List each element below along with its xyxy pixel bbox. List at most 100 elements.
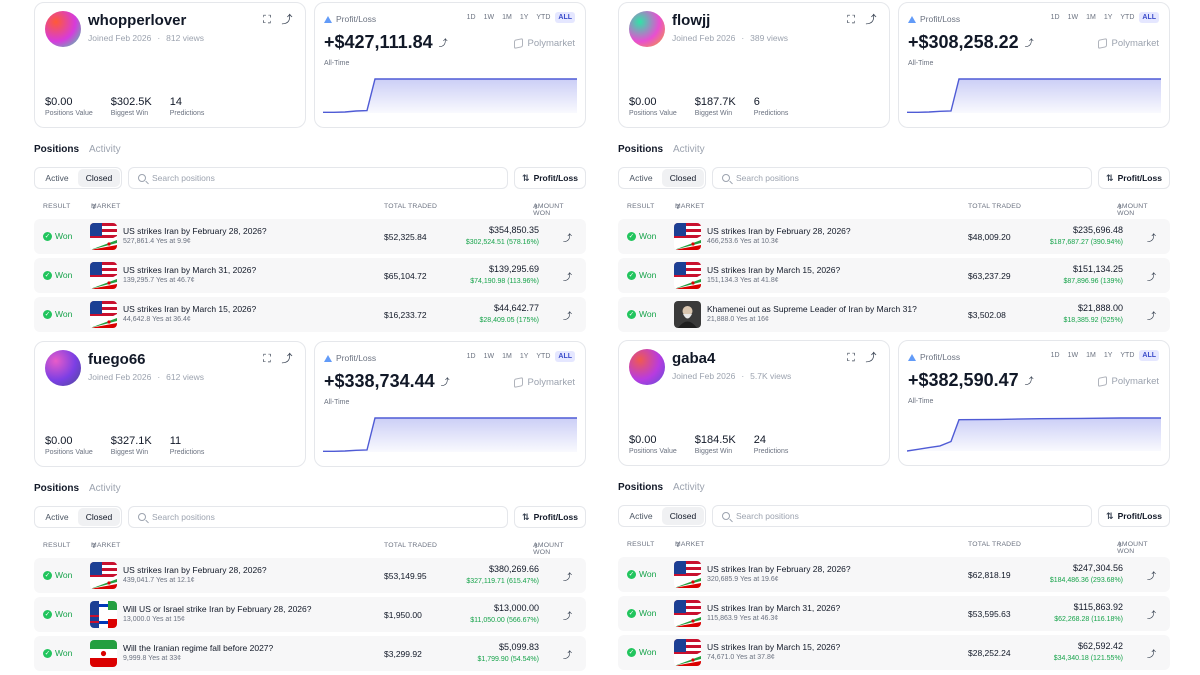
market-title[interactable]: US strikes Iran by February 28, 2026? (123, 565, 267, 575)
share-icon[interactable]: ⤴ (1146, 233, 1156, 243)
range-1d[interactable]: 1D (1050, 352, 1060, 359)
tab-positions[interactable]: Positions (618, 482, 664, 493)
table-row[interactable]: ✓ Won US strikes Iran by March 15, 2026? 44… (34, 297, 586, 332)
market-title[interactable]: Khamenei out as Supreme Leader of Iran b… (707, 304, 917, 314)
sort-button[interactable]: ⇅ Profit/Loss (514, 167, 586, 189)
range-1w[interactable]: 1W (483, 14, 495, 21)
share-icon[interactable]: ⤴ (440, 377, 450, 387)
expand-icon[interactable]: ⛶ (263, 353, 271, 365)
tab-activity[interactable]: Activity (673, 482, 705, 493)
range-1d[interactable]: 1D (1050, 14, 1060, 21)
market-title[interactable]: US strikes Iran by February 28, 2026? (707, 564, 851, 574)
range-1y[interactable]: 1Y (519, 14, 529, 21)
range-1d[interactable]: 1D (466, 353, 476, 360)
closed-button[interactable]: Closed (662, 507, 704, 525)
range-all[interactable]: ALL (555, 351, 575, 362)
share-icon[interactable]: ⤴ (865, 352, 877, 364)
expand-icon[interactable]: ⛶ (847, 14, 855, 26)
market-title[interactable]: US strikes Iran by March 31, 2026? (123, 265, 257, 275)
tab-positions[interactable]: Positions (618, 144, 664, 155)
range-1y[interactable]: 1Y (1103, 14, 1113, 21)
range-1m[interactable]: 1M (502, 353, 512, 360)
table-row[interactable]: ✓ Won US strikes Iran by February 28, 2026… (618, 557, 1170, 592)
col-market[interactable]: MARKET ⇕ (91, 203, 121, 211)
range-ytd[interactable]: YTD (536, 14, 551, 21)
col-amount-won[interactable]: AMOUNT WON ⇕ (1117, 541, 1148, 555)
range-1y[interactable]: 1Y (1103, 352, 1113, 359)
tab-positions[interactable]: Positions (34, 144, 80, 155)
active-button[interactable]: Active (629, 173, 653, 183)
sort-button[interactable]: ⇅ Profit/Loss (1098, 505, 1170, 527)
expand-icon[interactable]: ⛶ (263, 14, 271, 26)
col-amount-won[interactable]: AMOUNT WON ⇕ (533, 542, 564, 556)
share-icon[interactable]: ⤴ (1146, 610, 1156, 620)
table-row[interactable]: ✓ Won Khamenei out as Supreme Leader of Ir… (618, 297, 1170, 332)
tab-positions[interactable]: Positions (34, 483, 80, 494)
closed-button[interactable]: Closed (78, 169, 120, 187)
range-ytd[interactable]: YTD (1120, 352, 1135, 359)
col-amount-won[interactable]: AMOUNT WON ⇕ (533, 203, 564, 217)
range-1m[interactable]: 1M (1086, 14, 1096, 21)
table-row[interactable]: ✓ Won US strikes Iran by March 15, 2026? 74… (618, 635, 1170, 670)
tab-activity[interactable]: Activity (89, 144, 121, 155)
share-icon[interactable]: ⤴ (562, 650, 572, 660)
range-1w[interactable]: 1W (483, 353, 495, 360)
share-icon[interactable]: ⤴ (562, 611, 572, 621)
share-icon[interactable]: ⤴ (562, 233, 572, 243)
share-icon[interactable]: ⤴ (1024, 376, 1034, 386)
range-all[interactable]: ALL (555, 12, 575, 23)
search-input[interactable] (152, 173, 482, 183)
active-button[interactable]: Active (45, 512, 69, 522)
table-row[interactable]: ✓ Won US strikes Iran by February 28, 2026… (34, 219, 586, 254)
search-input[interactable] (736, 173, 1066, 183)
closed-button[interactable]: Closed (78, 508, 120, 526)
tab-activity[interactable]: Activity (89, 483, 121, 494)
range-ytd[interactable]: YTD (536, 353, 551, 360)
table-row[interactable]: ✓ Won Will US or Israel strike Iran by Feb… (34, 597, 586, 632)
range-1y[interactable]: 1Y (519, 353, 529, 360)
share-icon[interactable]: ⤴ (1024, 38, 1034, 48)
table-row[interactable]: ✓ Won US strikes Iran by February 28, 2026… (34, 558, 586, 593)
market-title[interactable]: Will the Iranian regime fall before 2027… (123, 643, 274, 653)
share-icon[interactable]: ⤴ (1146, 311, 1156, 321)
range-1w[interactable]: 1W (1067, 14, 1079, 21)
share-icon[interactable]: ⤴ (562, 572, 572, 582)
market-title[interactable]: US strikes Iran by February 28, 2026? (123, 226, 267, 236)
tab-activity[interactable]: Activity (673, 144, 705, 155)
market-title[interactable]: US strikes Iran by March 15, 2026? (707, 642, 841, 652)
table-row[interactable]: ✓ Won US strikes Iran by March 31, 2026? 13… (34, 258, 586, 293)
market-title[interactable]: Will US or Israel strike Iran by Februar… (123, 604, 312, 614)
table-row[interactable]: ✓ Won US strikes Iran by March 31, 2026? 11… (618, 596, 1170, 631)
range-ytd[interactable]: YTD (1120, 14, 1135, 21)
share-icon[interactable]: ⤴ (438, 38, 448, 48)
share-icon[interactable]: ⤴ (281, 353, 293, 365)
table-row[interactable]: ✓ Won US strikes Iran by February 28, 2026… (618, 219, 1170, 254)
range-all[interactable]: ALL (1139, 350, 1159, 361)
market-title[interactable]: US strikes Iran by March 31, 2026? (707, 603, 841, 613)
sort-button[interactable]: ⇅ Profit/Loss (1098, 167, 1170, 189)
sort-button[interactable]: ⇅ Profit/Loss (514, 506, 586, 528)
col-market[interactable]: MARKET ⇕ (675, 541, 705, 549)
market-title[interactable]: US strikes Iran by March 15, 2026? (707, 265, 841, 275)
range-all[interactable]: ALL (1139, 12, 1159, 23)
share-icon[interactable]: ⤴ (865, 14, 877, 26)
expand-icon[interactable]: ⛶ (847, 352, 855, 364)
share-icon[interactable]: ⤴ (1146, 571, 1156, 581)
table-row[interactable]: ✓ Won Will the Iranian regime fall before … (34, 636, 586, 671)
closed-button[interactable]: Closed (662, 169, 704, 187)
share-icon[interactable]: ⤴ (1146, 649, 1156, 659)
range-1m[interactable]: 1M (1086, 352, 1096, 359)
search-input[interactable] (736, 511, 1066, 521)
active-button[interactable]: Active (629, 511, 653, 521)
table-row[interactable]: ✓ Won US strikes Iran by March 15, 2026? 15… (618, 258, 1170, 293)
range-1w[interactable]: 1W (1067, 352, 1079, 359)
range-1m[interactable]: 1M (502, 14, 512, 21)
share-icon[interactable]: ⤴ (281, 14, 293, 26)
search-input[interactable] (152, 512, 482, 522)
share-icon[interactable]: ⤴ (562, 272, 572, 282)
col-market[interactable]: MARKET ⇕ (91, 542, 121, 550)
active-button[interactable]: Active (45, 173, 69, 183)
range-1d[interactable]: 1D (466, 14, 476, 21)
share-icon[interactable]: ⤴ (562, 311, 572, 321)
col-amount-won[interactable]: AMOUNT WON ⇕ (1117, 203, 1148, 217)
